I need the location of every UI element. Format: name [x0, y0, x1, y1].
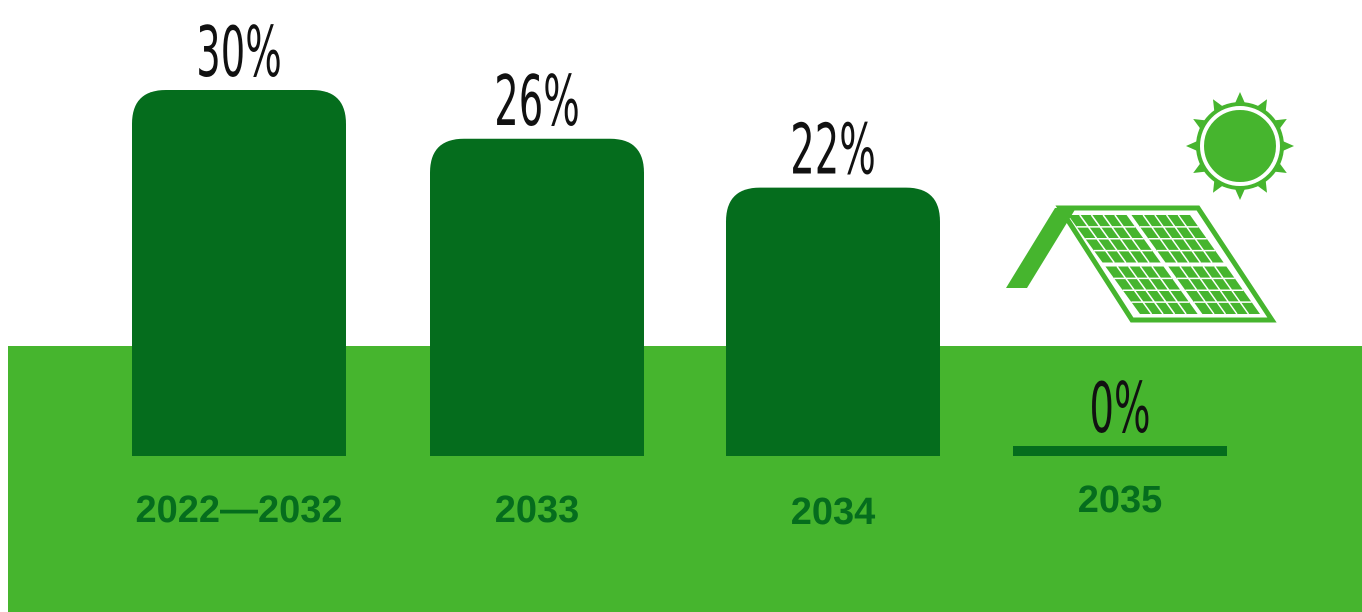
- category-label: 2033: [495, 489, 580, 531]
- bar-2033: [430, 138, 644, 457]
- category-label: 2034: [791, 491, 876, 533]
- bar-2035: [1013, 446, 1227, 456]
- value-label: 26%: [494, 62, 579, 142]
- bar-2022—2032: [132, 90, 346, 456]
- category-label: 2035: [1078, 479, 1163, 521]
- category-label: 2022—2032: [135, 489, 342, 531]
- value-label: 30%: [196, 13, 281, 93]
- value-label: 0%: [1090, 369, 1151, 449]
- sun-icon: [1186, 92, 1294, 200]
- solar-roof-icon: [1006, 205, 1277, 323]
- value-label: 22%: [790, 110, 875, 190]
- bar-2034: [726, 187, 940, 456]
